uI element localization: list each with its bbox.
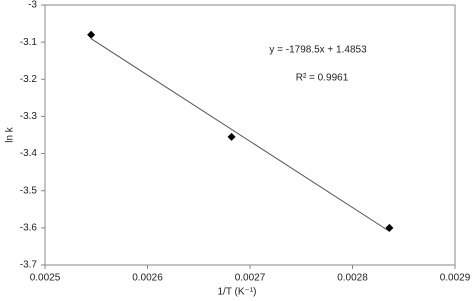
- x-tick-label: 0.0026: [132, 273, 163, 284]
- y-tick-label: -3: [28, 0, 37, 11]
- y-tick-label: -3.3: [20, 111, 38, 122]
- x-axis-title: 1/T (K⁻¹): [218, 287, 257, 298]
- x-tick-label: 0.0029: [440, 273, 471, 284]
- y-axis-title: ln k: [5, 126, 16, 143]
- x-tick-label: 0.0028: [337, 273, 368, 284]
- point: [87, 30, 96, 39]
- y-tick-label: -3.6: [20, 222, 38, 233]
- r-squared: R² = 0.9961: [296, 73, 349, 84]
- y-tick-label: -3.4: [20, 148, 38, 159]
- plot-border: [44, 4, 456, 266]
- y-tick-label: -3.5: [20, 185, 38, 196]
- trendline: [90, 38, 390, 232]
- y-tick-label: -3.2: [20, 74, 38, 85]
- x-tick-label: 0.0027: [235, 273, 266, 284]
- point: [385, 223, 394, 232]
- point: [227, 132, 236, 141]
- x-tick-label: 0.0025: [30, 273, 61, 284]
- equation: y = -1798.5x + 1.4853: [269, 45, 367, 56]
- y-tick-label: -3.1: [20, 37, 38, 48]
- y-tick-label: -3.7: [20, 260, 38, 271]
